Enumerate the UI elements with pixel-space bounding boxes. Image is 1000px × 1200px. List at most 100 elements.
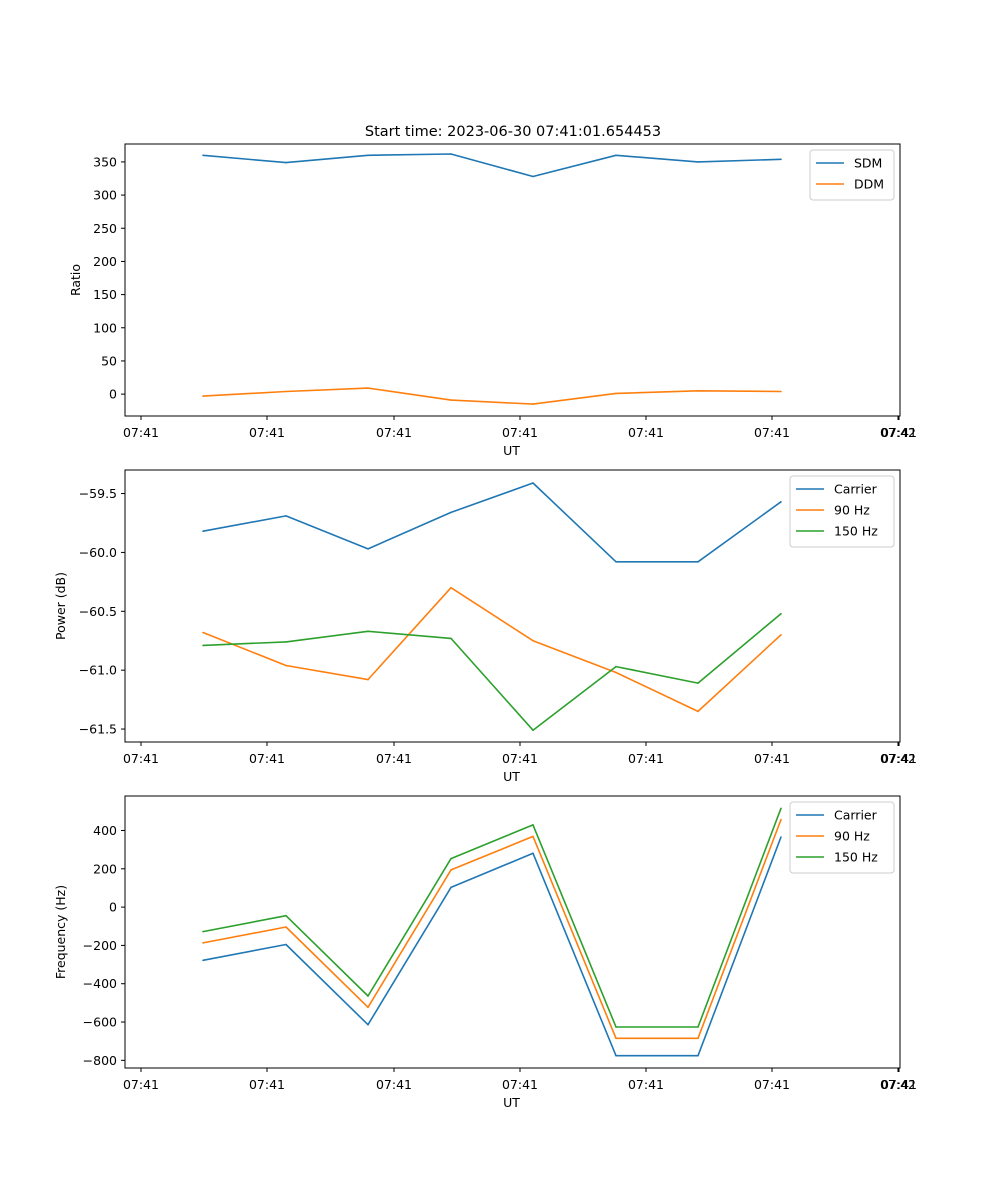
data-point [615, 561, 617, 563]
y-tick-label: −800 [83, 1053, 117, 1068]
y-tick-label: 50 [101, 353, 117, 368]
x-tick-label: 07:41 [123, 425, 159, 440]
y-tick-label: 200 [93, 254, 117, 269]
axes-frame [124, 143, 901, 417]
data-point [532, 175, 534, 178]
data-point [697, 682, 699, 684]
data-point [532, 835, 534, 838]
data-point [367, 995, 369, 997]
x-tick-label: 07:41 [376, 1077, 412, 1092]
axes-frame [124, 795, 901, 1069]
x-tick-label: 07:41 [754, 1077, 790, 1092]
y-tick-label: 300 [93, 188, 117, 203]
data-point [367, 1023, 369, 1026]
data-point [202, 930, 204, 933]
x-tick-label: 07:42 [880, 751, 916, 766]
legend: SDM DDM [809, 149, 895, 201]
data-point [780, 612, 782, 615]
x-tick-label: 07:41 [628, 751, 664, 766]
data-point [780, 634, 782, 636]
data-point [202, 644, 204, 647]
data-point [450, 153, 452, 155]
y-tick-label: −200 [83, 938, 117, 953]
data-point [450, 399, 452, 401]
y-axis-label: Power (dB) [53, 572, 68, 640]
data-point [697, 161, 699, 163]
data-point [367, 630, 369, 633]
data-point [615, 1054, 617, 1057]
y-tick-label: −59.5 [79, 486, 117, 501]
data-point [450, 586, 452, 589]
data-point [697, 1026, 699, 1028]
data-point [202, 942, 204, 944]
y-tick-label: 350 [93, 154, 117, 169]
data-point [285, 914, 287, 917]
y-tick-label: −60.5 [79, 604, 117, 619]
legend-entry: 90 Hz [834, 503, 870, 518]
legend-box [789, 475, 895, 548]
data-point [532, 729, 534, 731]
y-tick-label: −61.5 [79, 722, 117, 737]
x-tick-label: 07:41 [881, 425, 917, 440]
x-tick-label: 07:41 [502, 1077, 538, 1092]
y-tick-label: 150 [93, 287, 117, 302]
data-point [285, 641, 287, 643]
x-axis-label: UT [503, 443, 520, 458]
data-point [202, 530, 204, 532]
x-tick-label: 07:41 [123, 1077, 159, 1092]
legend: Carrier 90 Hz 150 Hz [789, 475, 895, 548]
y-tick-label: −600 [83, 1015, 117, 1030]
series-line-carrier [202, 482, 782, 563]
data-point [532, 639, 534, 642]
legend-box [789, 801, 895, 874]
data-point [285, 943, 287, 946]
data-point [450, 857, 452, 860]
x-tick-label: 07:41 [502, 751, 538, 766]
x-axis-label: UT [503, 1095, 520, 1110]
data-point [285, 161, 287, 164]
x-tick-label: 07:41 [502, 425, 538, 440]
y-tick-label: −61.0 [79, 663, 117, 678]
data-point [367, 387, 369, 389]
legend-entry: Carrier [834, 808, 878, 823]
legend-entry: Carrier [834, 482, 878, 497]
legend-entry: 150 Hz [834, 524, 878, 539]
data-point [697, 710, 699, 713]
y-axis-label: Ratio [68, 264, 83, 296]
data-point [202, 631, 204, 634]
axes-frame [124, 469, 901, 743]
y-tick-label: −60.0 [79, 545, 117, 560]
series-line-sdm [202, 153, 782, 178]
x-axis-label: UT [503, 769, 520, 784]
data-point [532, 482, 534, 484]
data-point [697, 390, 699, 392]
data-point [202, 154, 204, 157]
data-point [367, 1006, 369, 1009]
x-tick-label: 07:41 [628, 425, 664, 440]
series-line-150-hz [202, 613, 782, 732]
y-tick-label: 0 [109, 900, 117, 915]
data-point [367, 548, 369, 550]
x-tick-label: 07:41 [628, 1077, 664, 1092]
data-point [532, 852, 534, 855]
data-point [780, 818, 782, 821]
y-tick-label: 0 [109, 387, 117, 402]
data-point [202, 395, 204, 397]
legend: Carrier 90 Hz 150 Hz [789, 801, 895, 874]
subplot-2: −61.5 −61.0 −60.5 −60.0 −59.5 07:41 07:41 07:41… [53, 469, 917, 784]
data-point [780, 836, 782, 838]
data-point [697, 1054, 699, 1057]
data-point [202, 959, 204, 962]
data-point [697, 1037, 699, 1040]
data-point [532, 824, 534, 826]
legend-entry: 150 Hz [834, 850, 878, 865]
data-point [450, 869, 452, 871]
data-point [615, 154, 617, 157]
x-tick-label: 07:41 [249, 425, 285, 440]
data-point [285, 515, 287, 517]
data-point [780, 158, 782, 161]
